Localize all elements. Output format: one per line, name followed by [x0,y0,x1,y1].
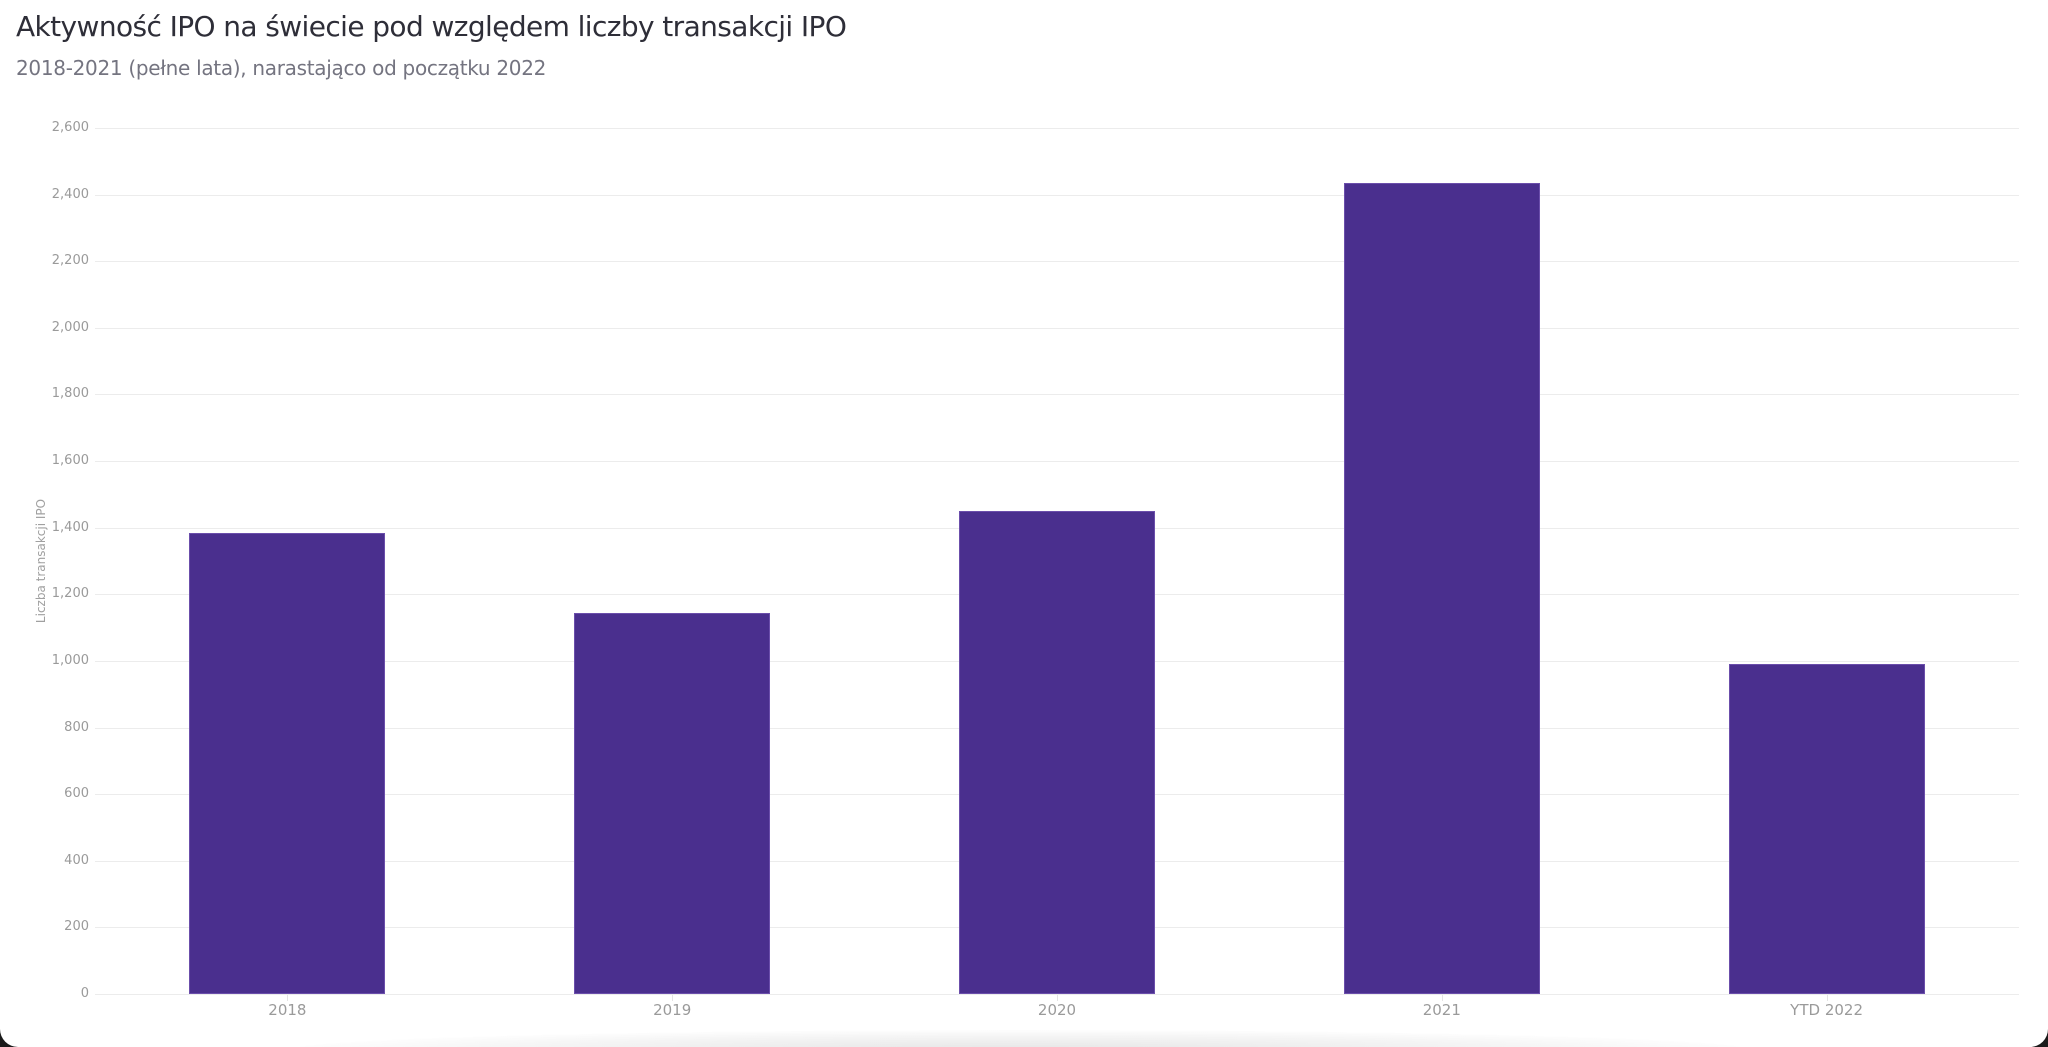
plot-area [95,128,2019,995]
x-tick-label: 2018 [268,1001,307,1019]
x-tick-mark [287,995,289,1001]
y-tick-label: 1,600 [51,453,89,469]
gridline [95,327,2019,329]
gridline [95,394,2019,396]
gridline [95,461,2019,463]
x-tick-label: 2020 [1037,1001,1077,1019]
chart-subtitle: 2018-2021 (pełne lata), narastająco od p… [16,56,547,80]
y-tick-label: 600 [64,786,89,802]
x-tick-label: 2019 [653,1001,692,1019]
y-tick-label: 0 [80,986,89,1001]
bar-2018[interactable] [189,532,386,994]
x-tick-mark [1441,995,1443,1001]
gridline [95,994,2019,995]
y-tick-label: 200 [64,919,89,935]
chart-title: Aktywność IPO na świecie pod względem li… [16,10,847,43]
y-tick-label: 800 [64,719,89,735]
y-tick-label: 400 [64,852,89,868]
bar-2019[interactable] [574,612,771,994]
bar-2020[interactable] [959,510,1155,994]
x-tick-label: YTD 2022 [1790,1001,1864,1019]
x-tick-mark [672,995,674,1001]
x-tick-mark [1057,995,1058,1001]
y-tick-label: 2,600 [51,120,89,135]
y-tick-label: 1,200 [51,586,89,602]
bottom-shadow [290,1030,1750,1047]
gridline [95,261,2019,263]
bar-2021[interactable] [1343,182,1540,994]
gridline [95,128,2019,129]
y-tick-label: 2,400 [51,186,89,202]
x-tick-label: 2021 [1422,1001,1461,1019]
y-tick-label: 1,000 [51,652,89,668]
gridline [95,194,2019,196]
y-tick-label: 2,200 [51,253,89,269]
x-tick-mark [1826,995,1828,1001]
y-axis-label: Liczba transakcji IPO [34,498,48,624]
bar-ytd-2022[interactable] [1728,663,1925,994]
y-tick-label: 1,400 [51,519,89,535]
y-tick-label: 1,800 [51,386,89,402]
y-tick-label: 2,000 [51,319,89,335]
